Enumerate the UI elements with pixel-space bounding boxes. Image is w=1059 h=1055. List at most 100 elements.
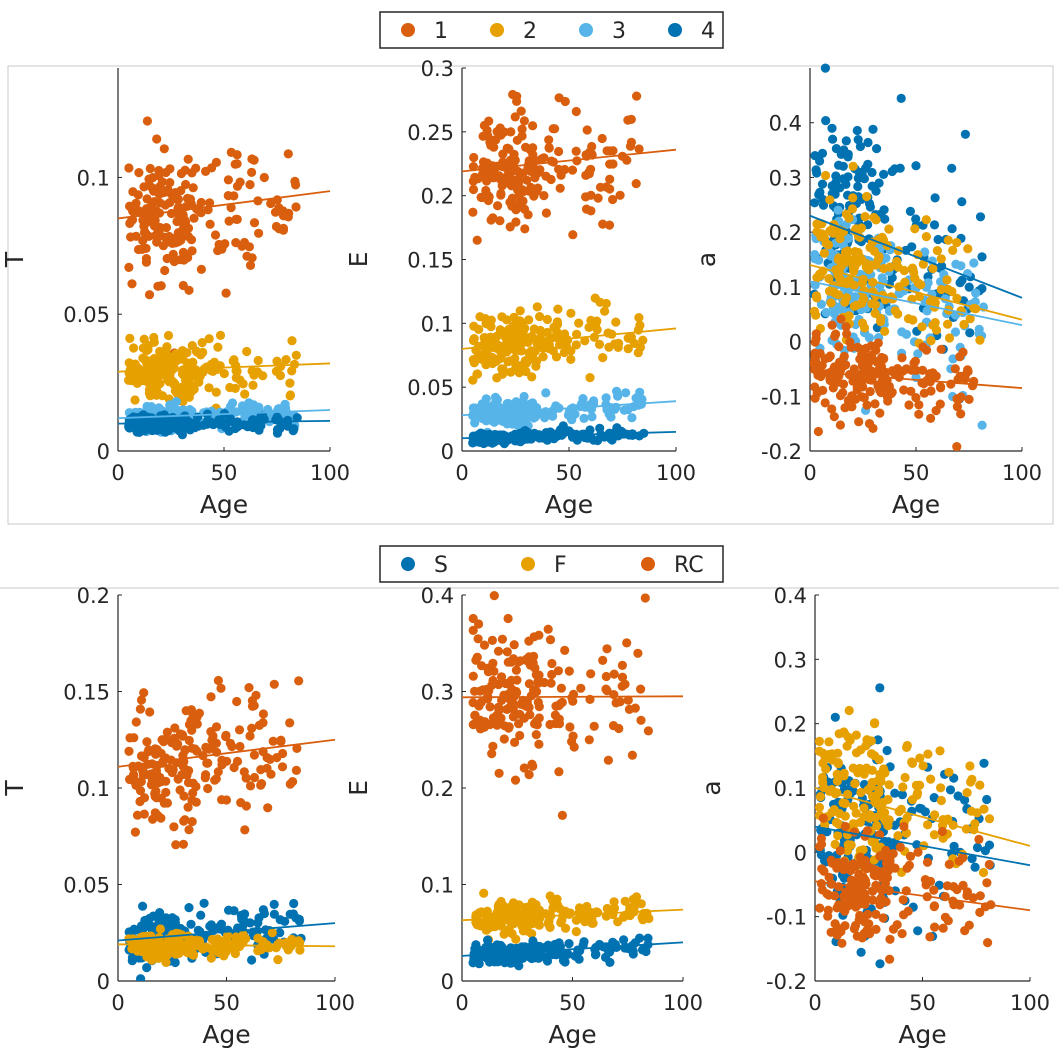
data-point [936,382,946,392]
data-point [144,213,154,223]
data-point [259,908,269,919]
data-point [586,669,596,679]
data-point [914,409,924,419]
data-point [479,640,490,650]
data-point [227,939,237,949]
data-point [223,175,233,185]
data-point [628,894,638,905]
data-point [275,928,285,938]
data-point [548,124,558,134]
data-point [865,810,875,820]
data-point [926,774,936,784]
data-point [520,942,530,952]
data-point [571,106,581,117]
data-point [511,324,521,334]
data-point [541,388,551,398]
data-point [816,850,827,860]
data-point [506,127,516,137]
data-point [155,924,165,934]
data-point [892,920,902,930]
x-axis-label: Age [892,490,940,519]
data-point [863,137,873,148]
data-point [490,333,501,343]
subplot-2: 0 0.05 0.1 0.15 0.2 0.25 0.3 0 50 100 Age E [344,57,696,519]
data-point [827,807,837,818]
data-point [588,918,598,928]
data-point [945,785,956,795]
data-point [947,224,957,234]
data-point [272,412,282,422]
data-point [294,676,304,686]
data-point [958,853,968,863]
data-point [224,216,234,226]
data-point [525,710,535,720]
data-point [266,769,276,779]
data-point [885,934,895,944]
data-point [560,906,571,916]
fit-line-3 [118,409,331,420]
data-point [814,189,824,200]
x-tick-label: 100 [1010,991,1050,1015]
data-point [529,404,539,414]
data-point [159,144,169,154]
data-point [831,144,842,154]
data-point [535,165,545,175]
data-point [244,683,254,693]
data-point [143,370,153,380]
data-point [909,358,919,368]
data-point [610,404,620,414]
data-point [200,773,210,783]
data-point [854,417,864,427]
data-point [837,860,847,871]
data-point [627,750,638,760]
data-point [604,342,614,352]
legend-marker [579,23,593,37]
data-point [827,404,837,414]
data-point [899,821,909,832]
data-point [231,361,241,371]
data-point [276,361,286,371]
data-point [139,793,150,803]
data-point [839,277,850,288]
data-point [539,677,549,688]
data-point [830,919,840,929]
data-point [561,923,571,933]
data-point [150,808,160,818]
data-point [835,357,845,367]
data-point [925,297,936,307]
data-point [507,906,517,916]
data-point [971,288,981,298]
data-point [567,737,577,747]
data-point [617,660,628,671]
data-point [613,342,623,352]
x-tick-label: 100 [315,991,355,1015]
data-point [603,755,614,765]
data-point [165,164,175,174]
y-tick-label: 0.1 [421,874,454,898]
data-point [503,613,513,624]
data-point [247,701,258,711]
data-point [622,155,632,165]
data-point [608,159,618,169]
data-point [474,324,484,334]
y-tick-label: -0.1 [766,906,807,930]
data-point [147,404,157,414]
data-point [870,751,880,761]
data-point [862,864,872,874]
data-point [952,394,962,404]
data-point [553,946,563,956]
data-point [124,746,134,756]
data-point [905,206,916,216]
data-point [812,388,822,398]
data-point [942,275,952,285]
legend-label: 1 [434,19,448,44]
data-point [188,788,198,798]
data-point [526,901,536,911]
data-point [276,403,286,414]
y-tick-label: 0.4 [774,584,807,608]
data-point [904,400,914,410]
data-point [816,299,827,309]
data-point [952,442,962,451]
data-point [253,918,263,928]
data-point [821,116,831,126]
